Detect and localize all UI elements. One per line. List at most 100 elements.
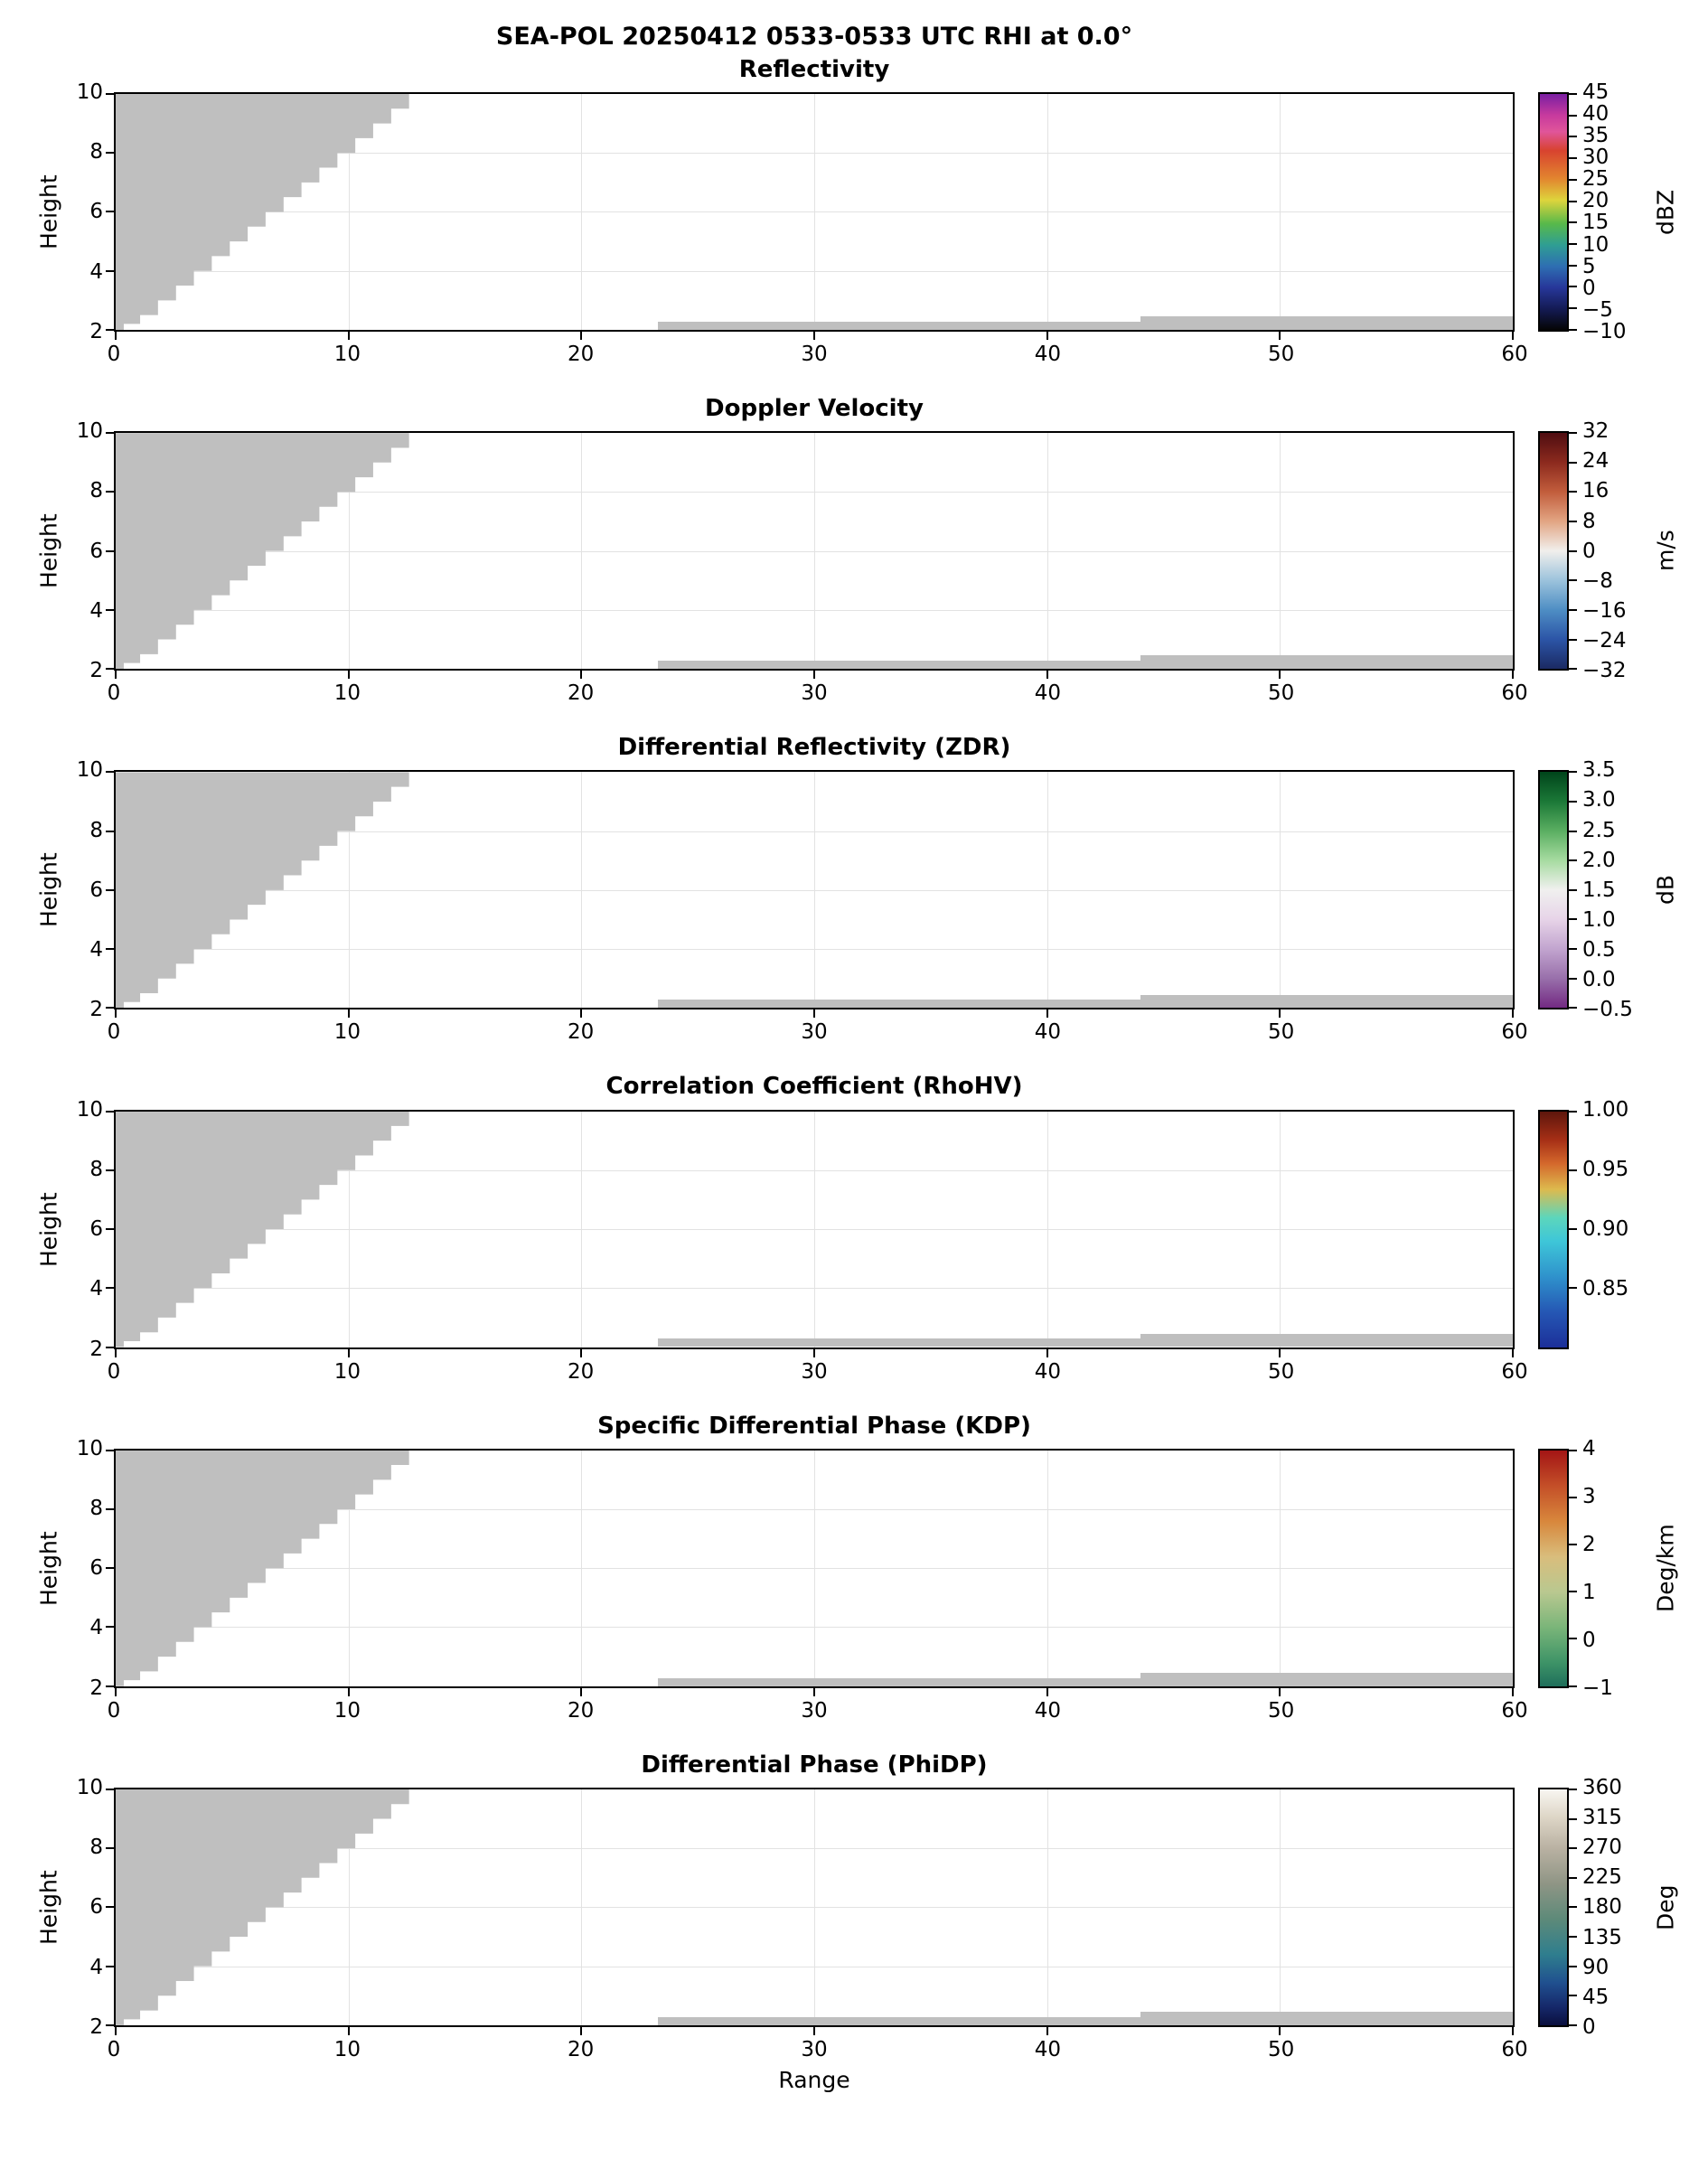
colorbar-tick-label: −1 xyxy=(1582,1676,1613,1700)
masked-strip xyxy=(1140,655,1513,670)
colorbar-tick-mark xyxy=(1569,1817,1577,1820)
grid-line xyxy=(814,93,815,330)
masked-strip xyxy=(658,2016,1140,2025)
x-tick-mark xyxy=(813,1009,815,1019)
colorbar-tick-label: 1.5 xyxy=(1582,878,1616,902)
x-tick-mark xyxy=(347,331,350,340)
colorbar-tick-label: 3.5 xyxy=(1582,758,1616,783)
colorbar-unit-label: dB xyxy=(1652,875,1679,906)
colorbar-tick-mark xyxy=(1569,307,1577,310)
masked-data-region xyxy=(116,433,1513,670)
x-tick-mark xyxy=(115,671,117,680)
colorbar-tick-label: 0 xyxy=(1582,539,1596,563)
colorbar-tick-label: −5 xyxy=(1582,297,1613,322)
y-tick-mark xyxy=(106,888,114,891)
x-tick-mark xyxy=(580,2026,583,2035)
plot-area xyxy=(106,91,1515,340)
x-tick-mark xyxy=(347,1009,350,1019)
colorbar-tick-label: 180 xyxy=(1582,1895,1622,1920)
x-tick-label: 30 xyxy=(801,2037,828,2061)
y-axis-ticks: 2 4 6 8 10 xyxy=(67,419,114,682)
colorbar-tick-mark xyxy=(1569,948,1577,951)
x-tick-label: 10 xyxy=(333,1020,361,1045)
colorbar-tick-label: 40 xyxy=(1582,102,1609,127)
colorbar-tick-label: 0.0 xyxy=(1582,968,1616,992)
x-tick-mark xyxy=(1279,671,1281,680)
y-tick-label: 2 xyxy=(89,998,103,1022)
x-tick-mark xyxy=(580,671,583,680)
y-tick-label: 2 xyxy=(89,319,103,343)
panel: Differential Reflectivity (ZDR) Height 2… xyxy=(0,734,1708,1047)
colorbar-tick-mark xyxy=(1569,859,1577,862)
x-axis-ticks: 0 10 20 30 40 50 60 xyxy=(108,2027,1528,2065)
x-tick-mark xyxy=(347,1348,350,1357)
masked-strip xyxy=(658,1677,1140,1686)
grid-line xyxy=(348,1789,350,2025)
masked-strip xyxy=(1140,1673,1513,1686)
y-tick-mark xyxy=(106,668,114,671)
masked-wedge xyxy=(116,772,409,1009)
x-tick-mark xyxy=(115,1687,117,1696)
x-axis-ticks: 0 10 20 30 40 50 60 xyxy=(108,332,1528,370)
plot-area xyxy=(106,770,1515,1019)
y-tick-mark xyxy=(106,1507,114,1510)
y-tick-label: 8 xyxy=(89,1157,103,1181)
y-axis-label: Height xyxy=(35,513,62,588)
x-tick-mark xyxy=(1279,1348,1281,1357)
x-tick-mark xyxy=(115,2026,117,2035)
y-tick-label: 6 xyxy=(89,539,103,563)
colorbar-tick-label: −0.5 xyxy=(1582,998,1633,1022)
grid-line xyxy=(348,93,350,330)
y-axis-ticks: 2 4 6 8 10 xyxy=(67,1776,114,2039)
panels: Reflectivity Height 2 4 6 8 10 45 40 35 30 25 20 1… xyxy=(0,56,1708,2093)
grid-line xyxy=(1046,1789,1048,2025)
y-axis-label: Height xyxy=(35,852,62,928)
colorbar-tick-mark xyxy=(1569,136,1577,138)
x-tick-label: 50 xyxy=(1268,1359,1295,1384)
colorbar-tick-label: 1 xyxy=(1582,1580,1596,1604)
colorbar-tick-label: −24 xyxy=(1582,629,1627,653)
y-tick-mark xyxy=(106,549,114,552)
colorbar-tick-mark xyxy=(1569,491,1577,493)
colorbar-tick-label: −8 xyxy=(1582,568,1613,593)
colorbar-tick-label: 16 xyxy=(1582,479,1609,503)
colorbar-tick-mark xyxy=(1569,1638,1577,1640)
y-axis-ticks: 2 4 6 8 10 xyxy=(67,1437,114,1700)
colorbar-unit-label xyxy=(1645,1110,1686,1349)
x-tick-label: 40 xyxy=(1034,2037,1061,2061)
y-tick-label: 2 xyxy=(89,1337,103,1361)
y-tick-label: 10 xyxy=(76,80,103,104)
panel: Reflectivity Height 2 4 6 8 10 45 40 35 30 25 20 1… xyxy=(0,56,1708,370)
panel: Correlation Coefficient (RhoHV) Height 2… xyxy=(0,1073,1708,1386)
panel-title: Doppler Velocity xyxy=(705,394,924,422)
x-tick-label: 20 xyxy=(568,1020,595,1045)
colorbar-unit-label: dBZ xyxy=(1652,189,1679,235)
y-tick-mark xyxy=(106,1626,114,1629)
x-tick-mark xyxy=(115,1348,117,1357)
colorbar-ticks: 45 40 35 30 25 20 15 10 5 0 −5 −10 xyxy=(1569,80,1645,343)
y-axis-label: Height xyxy=(35,174,62,249)
x-tick-label: 60 xyxy=(1501,681,1528,706)
x-tick-mark xyxy=(1046,1009,1048,1019)
colorbar-tick-label: 15 xyxy=(1582,211,1609,235)
colorbar-tick-mark xyxy=(1569,328,1577,331)
masked-wedge xyxy=(116,1789,409,2025)
colorbar-tick-mark xyxy=(1569,800,1577,803)
x-tick-label: 40 xyxy=(1034,342,1061,366)
x-tick-label: 20 xyxy=(568,681,595,706)
colorbar xyxy=(1538,431,1577,671)
y-tick-label: 10 xyxy=(76,1097,103,1122)
x-tick-label: 30 xyxy=(801,681,828,706)
y-tick-label: 2 xyxy=(89,2014,103,2039)
colorbar-tick-mark xyxy=(1569,243,1577,246)
grid-line xyxy=(814,433,815,670)
x-tick-mark xyxy=(1046,671,1048,680)
y-tick-mark xyxy=(106,1346,114,1348)
colorbar-tick-label: 32 xyxy=(1582,419,1609,444)
y-tick-label: 10 xyxy=(76,1775,103,1799)
x-axis-label: Range xyxy=(778,2066,850,2093)
x-tick-mark xyxy=(1046,331,1048,340)
grid-line xyxy=(1280,772,1281,1009)
panel-row: Height 2 4 6 8 10 360 315 270 225 180 135 90 45 0 De… xyxy=(31,1776,1708,2039)
x-tick-label: 30 xyxy=(801,1020,828,1045)
